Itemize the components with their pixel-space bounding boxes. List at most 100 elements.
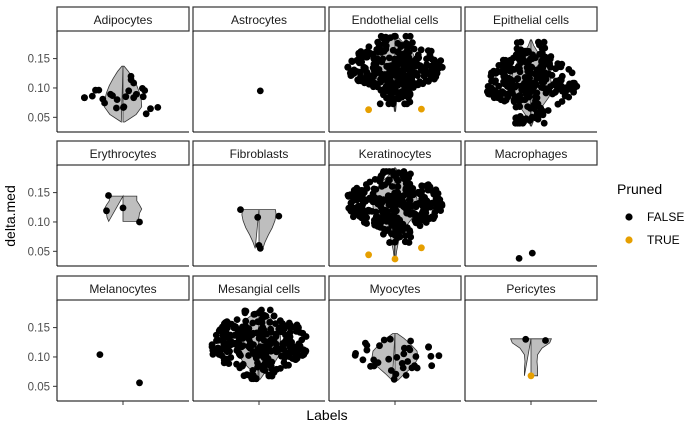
point-false — [383, 215, 391, 223]
point-false — [551, 81, 559, 89]
y-axis-title: delta.med — [2, 185, 18, 246]
point-false — [423, 201, 431, 208]
point-false — [353, 57, 361, 64]
point-false — [402, 32, 410, 40]
point-false — [256, 346, 264, 354]
point-false — [559, 84, 566, 91]
y-tick-label: 0.05 — [28, 381, 50, 393]
facet-endothelial-cells: Endothelial cells — [328, 6, 462, 133]
point-false — [267, 362, 275, 370]
facet-strip-label: Macrophages — [495, 147, 568, 161]
point-false — [372, 60, 380, 68]
point-false — [249, 319, 257, 327]
point-false — [413, 61, 421, 69]
point-false — [531, 93, 539, 101]
point-false — [568, 69, 576, 77]
facet-strip — [192, 275, 326, 301]
point-false — [344, 63, 352, 71]
point-false — [427, 352, 435, 360]
facet-strip — [464, 140, 598, 166]
y-axes: 0.05 0.10 0.15 0.05 0.10 0.15 0.05 0.10 0.15 — [28, 54, 57, 393]
point-false — [391, 88, 399, 96]
point-false — [404, 358, 412, 365]
point-false — [406, 196, 414, 204]
point-false — [418, 67, 426, 74]
point-false — [399, 364, 407, 372]
point-false — [363, 52, 371, 59]
point-false — [514, 50, 521, 58]
facet-strip-label: Adipocytes — [94, 13, 153, 27]
point-false — [379, 209, 387, 217]
point-false — [386, 335, 394, 343]
point-false — [227, 337, 235, 345]
point-false — [239, 360, 247, 368]
point-false — [433, 69, 441, 77]
point-false — [371, 194, 379, 202]
point-false — [386, 239, 393, 246]
point-false — [547, 63, 554, 71]
y-axis-row-3: 0.05 0.10 0.15 — [28, 323, 57, 393]
point-false — [103, 207, 110, 215]
facet-strip — [328, 140, 462, 166]
point-false — [539, 107, 547, 115]
point-false — [408, 202, 416, 210]
point-false — [513, 82, 520, 89]
point-false — [390, 62, 398, 70]
point-false — [352, 350, 359, 357]
point-false — [141, 87, 149, 94]
point-false — [281, 322, 289, 329]
point-false — [389, 46, 397, 54]
point-false — [233, 316, 241, 323]
point-false — [499, 56, 507, 64]
point-false — [142, 110, 150, 118]
facet-strip — [328, 275, 462, 301]
point-false — [407, 190, 415, 198]
x-axis — [122, 401, 532, 405]
y-tick-label: 0.15 — [28, 188, 50, 200]
point-false — [292, 356, 299, 363]
point-false — [260, 331, 268, 338]
point-false — [387, 197, 394, 205]
point-false — [392, 218, 400, 226]
point-false — [95, 86, 103, 94]
point-false — [372, 186, 380, 193]
point-true — [365, 251, 372, 259]
point-false — [213, 337, 220, 344]
point-false — [547, 53, 555, 60]
facet-pericytes: Pericytes — [464, 275, 598, 402]
point-false — [360, 219, 368, 226]
point-false — [533, 75, 541, 82]
y-tick-label: 0.15 — [28, 323, 50, 335]
point-false — [498, 88, 506, 96]
point-false — [380, 48, 388, 55]
point-false — [388, 99, 396, 107]
point-false — [496, 94, 503, 101]
point-false — [346, 69, 354, 77]
point-false — [391, 189, 398, 197]
point-false — [506, 63, 513, 70]
point-false — [266, 306, 274, 314]
point-false — [348, 57, 356, 65]
facet-melanocytes: Melanocytes — [56, 275, 190, 402]
point-false — [362, 339, 369, 347]
point-false — [522, 115, 530, 123]
point-false — [245, 335, 253, 343]
point-false — [526, 74, 533, 82]
point-false — [501, 72, 509, 80]
point-false — [513, 114, 520, 121]
point-false — [484, 83, 492, 90]
point-false — [394, 234, 402, 242]
point-false — [506, 56, 514, 64]
point-false — [548, 71, 556, 79]
point-false — [407, 79, 415, 87]
point-false — [284, 339, 292, 347]
point-false — [371, 67, 379, 75]
point-false — [405, 49, 413, 56]
facet-fibroblasts: Fibroblasts — [192, 140, 326, 267]
point-false — [385, 54, 393, 62]
point-false — [139, 93, 147, 101]
facet-strip-label: Epithelial cells — [493, 13, 569, 27]
point-false — [300, 346, 308, 354]
point-false — [411, 217, 419, 225]
y-tick-label: 0.10 — [28, 217, 50, 229]
